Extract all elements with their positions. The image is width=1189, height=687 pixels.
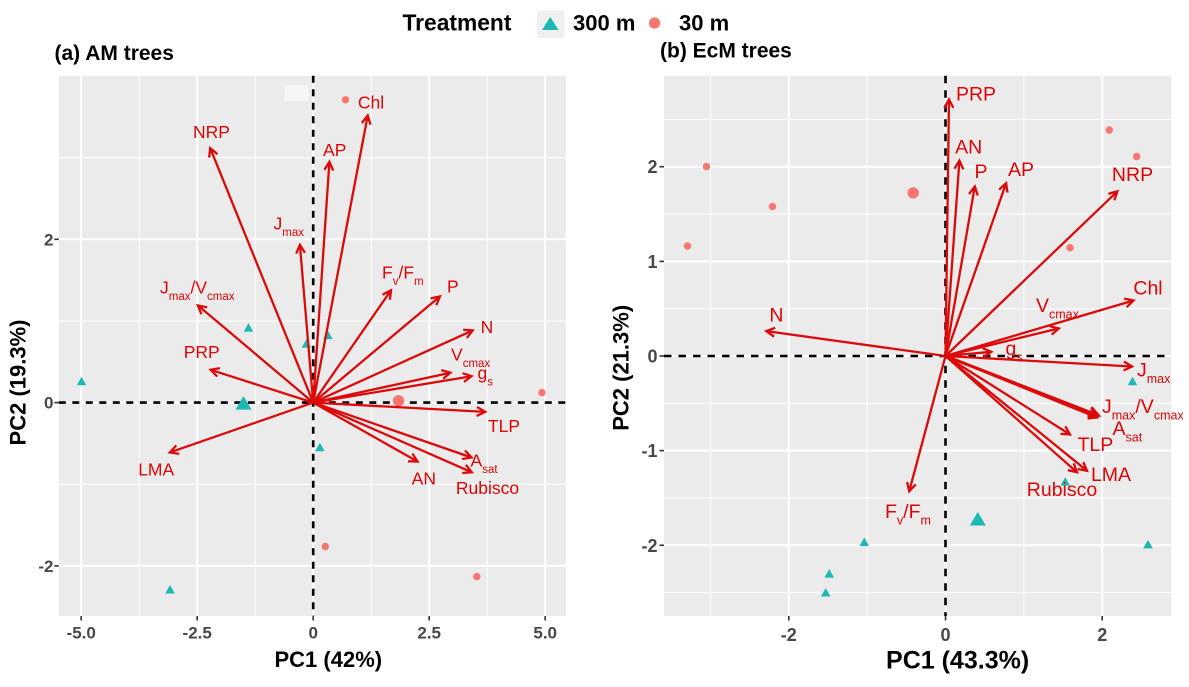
svg-text:AN: AN xyxy=(955,137,982,159)
svg-text:0: 0 xyxy=(647,347,657,367)
svg-text:PRP: PRP xyxy=(956,84,996,106)
svg-text:-2: -2 xyxy=(38,557,53,576)
svg-text:PC1 (43.3%): PC1 (43.3%) xyxy=(886,647,1029,675)
svg-text:-2.5: -2.5 xyxy=(183,624,212,643)
svg-text:NRP: NRP xyxy=(193,122,230,142)
svg-text:P: P xyxy=(447,277,459,297)
svg-text:Jmax/Vcmax: Jmax/Vcmax xyxy=(1102,396,1184,423)
svg-text:0: 0 xyxy=(308,624,317,643)
svg-text:Rubisco: Rubisco xyxy=(456,478,519,498)
svg-text:Rubisco: Rubisco xyxy=(1027,479,1098,501)
svg-text:-5.0: -5.0 xyxy=(67,624,96,643)
svg-text:LMA: LMA xyxy=(1091,464,1131,486)
svg-text:0: 0 xyxy=(940,625,950,645)
svg-text:30 m: 30 m xyxy=(679,11,729,36)
svg-text:(b) EcM trees: (b) EcM trees xyxy=(660,40,792,63)
svg-text:PRP: PRP xyxy=(184,342,220,362)
svg-text:Chl: Chl xyxy=(358,93,384,113)
svg-text:LMA: LMA xyxy=(138,460,174,480)
svg-text:300 m: 300 m xyxy=(573,11,635,36)
svg-text:PC1 (42%): PC1 (42%) xyxy=(275,647,383,672)
svg-text:2: 2 xyxy=(647,157,657,177)
svg-text:2.5: 2.5 xyxy=(417,624,441,643)
svg-text:NRP: NRP xyxy=(1112,164,1153,186)
svg-text:PC2 (21.3%): PC2 (21.3%) xyxy=(609,305,634,431)
svg-text:AP: AP xyxy=(1008,159,1034,181)
svg-text:-2: -2 xyxy=(781,625,797,645)
svg-text:0: 0 xyxy=(44,394,53,413)
svg-text:TLP: TLP xyxy=(1078,434,1114,456)
svg-text:N: N xyxy=(769,305,783,327)
svg-text:2: 2 xyxy=(1097,625,1107,645)
svg-text:(a) AM trees: (a) AM trees xyxy=(55,42,174,65)
svg-text:TLP: TLP xyxy=(488,416,520,436)
svg-text:1: 1 xyxy=(647,252,657,272)
svg-text:Chl: Chl xyxy=(1133,278,1162,300)
svg-text:P: P xyxy=(974,161,987,183)
svg-text:2: 2 xyxy=(44,230,53,249)
svg-text:Treatment: Treatment xyxy=(403,10,512,36)
svg-text:AP: AP xyxy=(323,140,346,160)
svg-text:AN: AN xyxy=(412,469,436,489)
svg-text:N: N xyxy=(481,317,494,337)
svg-text:5.0: 5.0 xyxy=(533,624,557,643)
svg-text:-2: -2 xyxy=(641,536,657,556)
svg-text:PC2 (19.3%): PC2 (19.3%) xyxy=(6,320,31,446)
svg-text:-1: -1 xyxy=(641,441,657,461)
